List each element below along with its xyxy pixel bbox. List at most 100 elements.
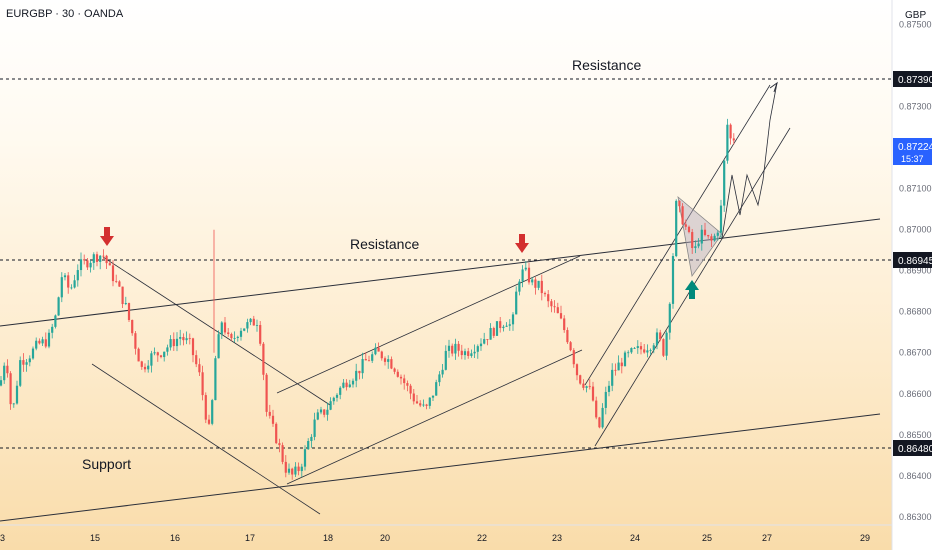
candle-body <box>156 352 159 356</box>
candle-body <box>108 263 111 266</box>
candle-body <box>479 343 483 347</box>
candle-body <box>566 330 569 343</box>
candle-body <box>291 468 294 475</box>
candle-body <box>159 355 163 358</box>
candle-body <box>73 280 76 288</box>
y-tick-label: 0.87300 <box>899 102 932 112</box>
candle-body <box>668 303 671 333</box>
candle-body <box>163 351 166 358</box>
candle-body <box>428 397 431 406</box>
candle-body <box>396 371 399 377</box>
candle-body <box>406 383 409 386</box>
trendline-support <box>0 413 881 522</box>
candle-body <box>611 369 614 386</box>
candle-body <box>607 385 611 392</box>
candle-body <box>412 393 415 402</box>
candle-body <box>25 362 28 365</box>
candle-body <box>729 124 732 139</box>
candle-body <box>137 348 140 362</box>
candle-body <box>700 229 703 244</box>
candle-body <box>54 315 57 327</box>
candle-body <box>467 351 470 356</box>
candle-body <box>38 340 41 344</box>
candle-body <box>531 279 534 283</box>
candle-body <box>726 124 729 161</box>
candle-body <box>649 350 652 351</box>
candle-body <box>47 332 51 347</box>
candle-body <box>326 409 329 415</box>
candle-body <box>476 346 479 352</box>
candle-body <box>99 255 102 262</box>
current-price: 0.87224 <box>898 142 932 153</box>
candle-body <box>92 254 95 263</box>
candle-body <box>559 313 563 319</box>
y-tick-label: 0.86400 <box>899 471 932 481</box>
candle-body <box>348 384 351 388</box>
candle-body <box>723 160 726 206</box>
candle-body <box>31 348 35 359</box>
candle-body <box>207 419 211 424</box>
level-value: 0.86945 <box>898 256 932 267</box>
candle-body <box>198 364 201 373</box>
candle-body <box>179 337 182 339</box>
candle-body <box>271 415 275 424</box>
candle-body <box>419 403 422 406</box>
candle-body <box>6 365 9 374</box>
candle-body <box>604 391 607 408</box>
candle-body <box>169 339 172 348</box>
candle-body <box>579 375 582 384</box>
candle-body <box>633 347 636 349</box>
axis-currency-label: GBP <box>905 10 926 21</box>
candle-body <box>249 318 252 323</box>
candle-body <box>67 275 70 288</box>
candle-body <box>495 321 499 336</box>
candle-body <box>79 259 83 271</box>
candle-body <box>214 358 217 401</box>
candle-body <box>463 351 467 356</box>
candle-body <box>636 346 639 348</box>
candle-body <box>534 279 537 288</box>
candle-body <box>3 365 6 381</box>
candle-body <box>195 355 198 365</box>
y-tick-label: 0.86700 <box>899 348 932 358</box>
candle-body <box>246 322 249 329</box>
candle-body <box>115 281 118 282</box>
candle-body <box>211 400 214 424</box>
candle-body <box>511 314 515 325</box>
candle-body <box>601 407 604 428</box>
candle-body <box>127 303 131 320</box>
candle-body <box>431 395 435 398</box>
candle-body <box>284 461 287 473</box>
candle-body <box>278 443 281 446</box>
candle-body <box>553 306 556 308</box>
price-axis-panel <box>892 0 932 550</box>
candle-body <box>204 395 207 420</box>
candle-body <box>134 333 137 349</box>
candle-body <box>239 330 243 337</box>
symbol-title: EURGBP · 30 · OANDA <box>6 8 124 20</box>
projection-path <box>721 82 778 239</box>
candles-layer <box>0 118 735 480</box>
candle-body <box>140 361 143 367</box>
candle-body <box>588 386 591 388</box>
level-label-0.86945: 0.86945 <box>893 252 932 268</box>
candle-body <box>444 350 447 370</box>
candle-body <box>425 404 428 406</box>
x-tick-label: 13 <box>0 533 5 543</box>
candle-body <box>9 373 12 405</box>
y-tick-label: 0.86600 <box>899 389 932 399</box>
candle-body <box>76 270 79 281</box>
candle-body <box>591 386 595 401</box>
candle-body <box>303 449 307 467</box>
candle-body <box>223 322 227 333</box>
candle-body <box>131 319 134 334</box>
candle-body <box>377 347 380 352</box>
x-tick-label: 18 <box>323 533 333 543</box>
candle-body <box>323 409 326 415</box>
x-tick-label: 24 <box>630 533 640 543</box>
candle-body <box>358 370 361 374</box>
candle-body <box>716 232 719 236</box>
candle-body <box>697 243 700 247</box>
